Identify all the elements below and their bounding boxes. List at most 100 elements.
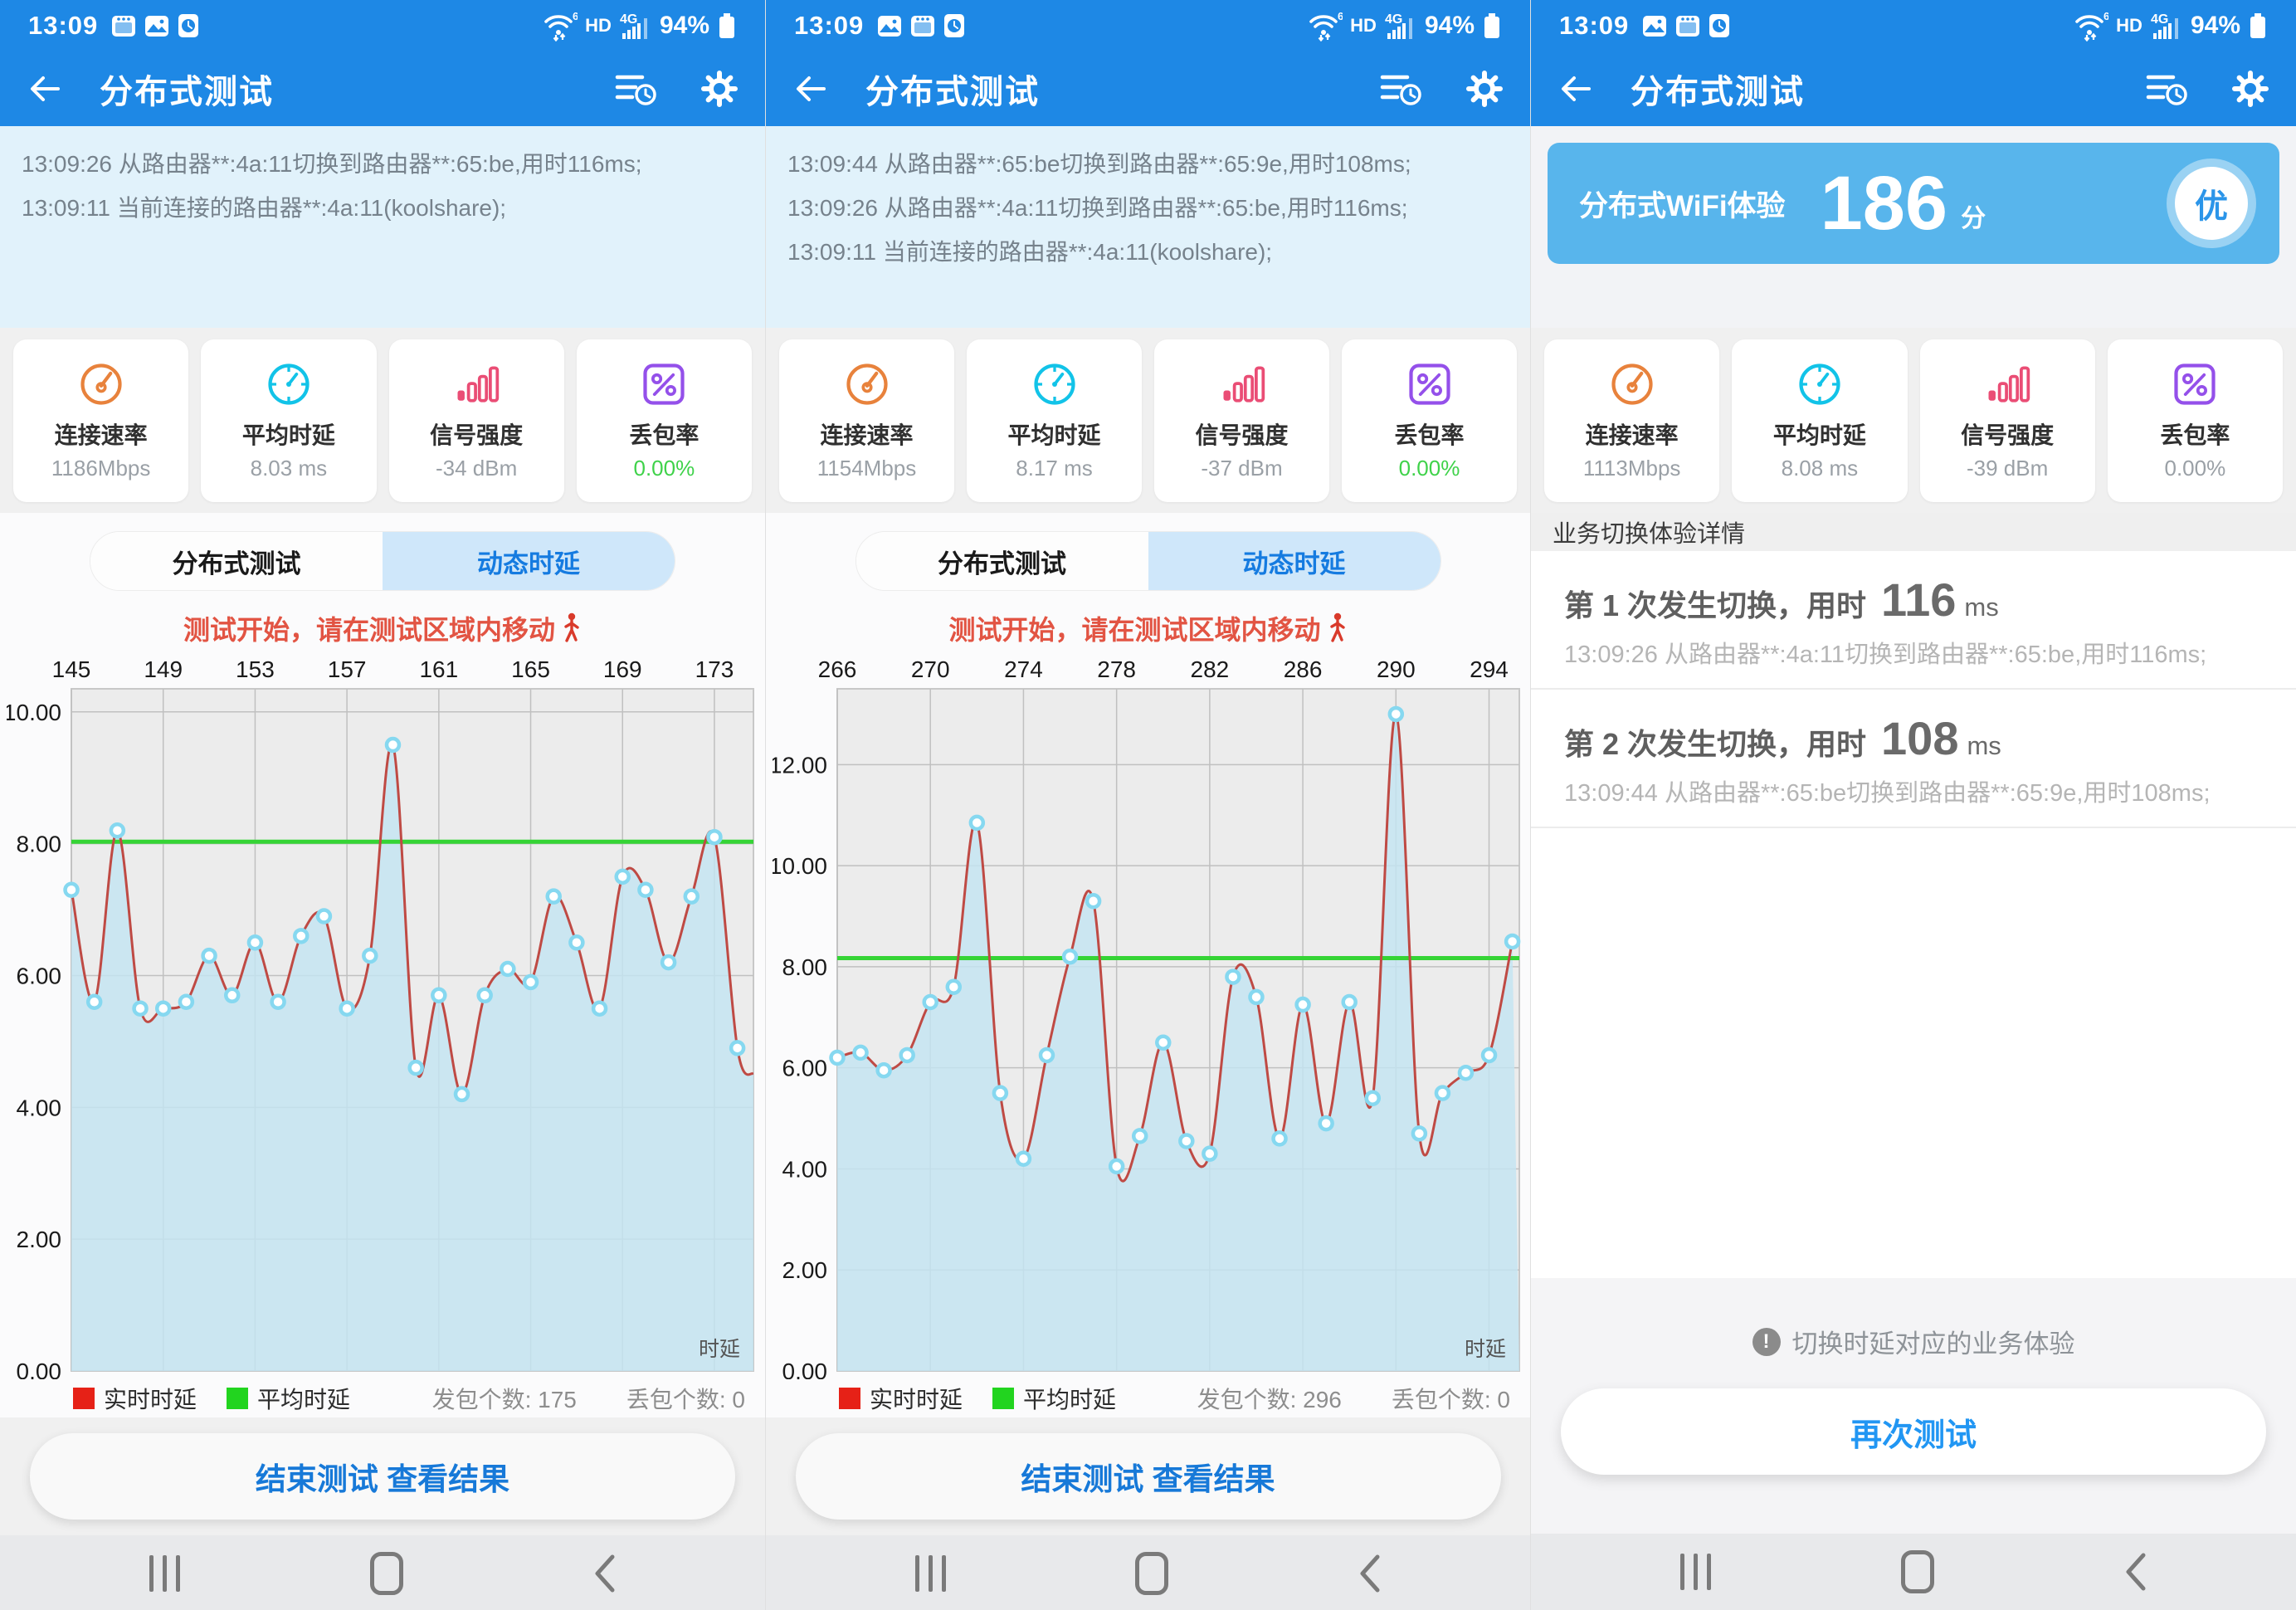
packets-count: 发包个数: 175	[431, 1387, 577, 1412]
svg-text:12.00: 12.00	[773, 752, 827, 778]
notice-text: 测试开始，请在测试区域内移动	[183, 615, 555, 645]
back-nav-icon[interactable]	[592, 1554, 616, 1593]
chart-legend: 实时时延 平均时延 发包个数: 175 丢包个数: 0	[0, 1379, 765, 1417]
page-title: 分布式测试	[100, 74, 274, 110]
percent-icon	[643, 363, 685, 405]
recents-icon[interactable]	[915, 1555, 946, 1592]
hd-indicator: HD	[1350, 15, 1377, 36]
wifi-icon: 6	[544, 10, 578, 41]
latency-chart: 266 270 274 278 282 286 290 294 0.00 2.00 4.00 6.00…	[773, 656, 1521, 1379]
status-indicators: 6 HD 4G 94%	[1306, 10, 1502, 41]
notification-icons	[1642, 13, 1730, 38]
svg-text:266: 266	[818, 656, 857, 682]
cellular-signal-icon: 4G	[1385, 12, 1412, 39]
wifi-icon: 6	[2075, 10, 2108, 41]
back-nav-icon[interactable]	[1358, 1554, 1381, 1593]
score-label: 分布式WiFi体验	[1579, 189, 1786, 222]
history-list-icon[interactable]	[1379, 71, 1422, 107]
metric-value: 8.17 ms	[1016, 456, 1093, 481]
gear-icon[interactable]	[700, 70, 739, 108]
end-test-button[interactable]: 结束测试 查看结果	[30, 1433, 735, 1520]
metric-card-avg-latency: 平均时延 8.08 ms	[1732, 339, 1908, 502]
log-line: 13:09:26 从路由器**:4a:11切换到路由器**:65:be,用时11…	[787, 195, 1408, 221]
home-icon[interactable]	[1135, 1552, 1168, 1595]
svg-text:149: 149	[144, 656, 183, 682]
clock-text: 13:09	[794, 11, 865, 40]
chart-wrapper: 266 270 274 278 282 286 290 294 0.00 2.00 4.00 6.00…	[766, 647, 1530, 1379]
grade-badge: 优	[2175, 167, 2248, 240]
recents-icon[interactable]	[149, 1555, 180, 1592]
gear-icon[interactable]	[1465, 70, 1504, 108]
metric-card-packet-loss: 丢包率 0.00%	[576, 339, 752, 502]
tab-dynamic-latency[interactable]: 动态时延	[1148, 532, 1440, 590]
tab-distributed-test[interactable]: 分布式测试	[856, 532, 1148, 590]
walking-person-icon	[1329, 612, 1345, 642]
metric-value: 1113Mbps	[1582, 456, 1681, 481]
metric-value: -37 dBm	[1201, 456, 1283, 481]
metric-value: 0.00%	[633, 456, 695, 481]
score-value: 186	[1820, 161, 1948, 246]
realtime-swatch	[73, 1388, 95, 1409]
battery-percent: 94%	[2190, 12, 2240, 39]
metric-card-link-rate: 连接速率 1113Mbps	[1544, 339, 1720, 502]
legend-average: 平均时延	[227, 1382, 350, 1415]
svg-text:6.00: 6.00	[782, 1056, 828, 1081]
bottom-button-band: 结束测试 查看结果	[0, 1417, 765, 1535]
metric-label: 连接速率	[1585, 422, 1679, 448]
switch-item: 第 2 次发生切换，用时 108 ms 13:09:44 从路由器**:65:b…	[1531, 688, 2296, 827]
history-list-icon[interactable]	[2145, 71, 2188, 107]
end-test-button[interactable]: 结束测试 查看结果	[795, 1433, 1501, 1520]
metric-card-avg-latency: 平均时延 8.03 ms	[201, 339, 377, 502]
image-icon	[145, 16, 169, 37]
stopwatch-icon	[1799, 363, 1840, 405]
test-chart-section: 分布式测试 动态时延 测试开始，请在测试区域内移动 266 270 274 278 28…	[766, 513, 1530, 1417]
back-arrow-icon[interactable]	[27, 72, 61, 105]
app-bar: 分布式测试	[1531, 51, 2296, 126]
tab-dynamic-latency[interactable]: 动态时延	[383, 532, 675, 590]
image-icon	[878, 16, 902, 37]
test-chart-section: 分布式测试 动态时延 测试开始，请在测试区域内移动 145 149 153 157 16…	[0, 513, 765, 1417]
retest-band: ! 切换时延对应的业务体验 再次测试	[1531, 1278, 2296, 1534]
back-nav-icon[interactable]	[2123, 1552, 2147, 1592]
svg-text:6: 6	[2103, 10, 2108, 22]
switch-detail: 13:09:26 从路由器**:4a:11切换到路由器**:65:be,用时11…	[1564, 642, 2207, 668]
history-list-icon[interactable]	[614, 71, 657, 107]
percent-icon	[1408, 363, 1450, 405]
metric-label: 丢包率	[2160, 422, 2230, 448]
switch-detail: 13:09:44 从路由器**:65:be切换到路由器**:65:9e,用时10…	[1564, 780, 2211, 807]
back-arrow-icon[interactable]	[1557, 72, 1592, 105]
battery-icon	[1484, 13, 1499, 38]
latency-chart: 145 149 153 157 161 165 169 173 0.00 2.00 4.00 6.00…	[7, 656, 754, 1379]
svg-text:278: 278	[1097, 656, 1136, 682]
loss-count: 丢包个数: 0	[1391, 1387, 1510, 1412]
retest-button[interactable]: 再次测试	[1561, 1388, 2266, 1475]
speedometer-icon	[846, 363, 888, 405]
home-icon[interactable]	[369, 1552, 403, 1595]
stopwatch-icon	[1033, 363, 1075, 405]
metric-value: 8.08 ms	[1781, 456, 1859, 481]
speedometer-icon	[1611, 363, 1653, 405]
back-arrow-icon[interactable]	[792, 72, 827, 105]
svg-text:8.00: 8.00	[17, 832, 62, 857]
gear-icon[interactable]	[2231, 70, 2269, 108]
signal-bars-icon	[457, 366, 500, 402]
chart-legend: 实时时延 平均时延 发包个数: 296 丢包个数: 0	[766, 1379, 1530, 1417]
realtime-swatch	[839, 1388, 860, 1409]
tab-distributed-test[interactable]: 分布式测试	[90, 532, 383, 590]
android-nav-bar	[766, 1535, 1530, 1610]
home-icon[interactable]	[1900, 1550, 1934, 1593]
metric-value: -34 dBm	[435, 456, 518, 481]
svg-text:4.00: 4.00	[782, 1156, 828, 1182]
svg-text:153: 153	[236, 656, 275, 682]
svg-text:270: 270	[911, 656, 950, 682]
metric-cards-row: 连接速率 1113Mbps 平均时延 8.08 ms 信号强度 -39 dBm …	[1531, 328, 2296, 513]
recents-icon[interactable]	[1680, 1554, 1711, 1590]
status-indicators: 6 HD 4G 94%	[2072, 10, 2268, 41]
metric-label: 信号强度	[1195, 422, 1289, 448]
svg-text:4G: 4G	[2151, 12, 2168, 27]
metric-value: 1186Mbps	[51, 456, 151, 481]
metric-label: 信号强度	[1961, 422, 2055, 448]
chart-wrapper: 145 149 153 157 161 165 169 173 0.00 2.00 4.00 6.00…	[0, 647, 765, 1379]
svg-text:0.00: 0.00	[17, 1359, 62, 1379]
